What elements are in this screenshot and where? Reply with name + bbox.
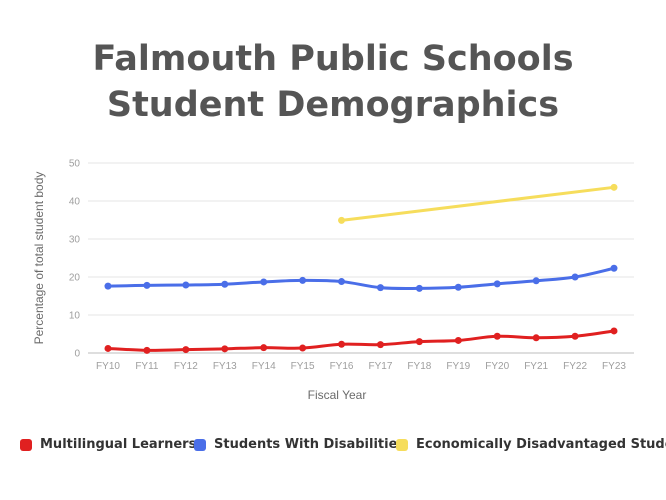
y-tick-label-50: 50: [69, 159, 81, 170]
data-point-economically-disadvantaged-students-fy16: [338, 216, 346, 224]
y-tick-label-10: 10: [69, 311, 81, 322]
data-point-students-with-disabilities-fy16: [338, 278, 346, 286]
legend-item-multilingual-learners: Multilingual Learners: [20, 437, 196, 452]
y-axis-ticks: 0 10 20 30 40 50: [69, 159, 81, 360]
data-point-students-with-disabilities-fy18: [415, 284, 423, 292]
data-point-multilingual-learners-fy19: [454, 336, 462, 344]
series-layer: [104, 183, 618, 354]
data-point-multilingual-learners-fy20: [493, 332, 501, 340]
x-tick-label-fy20: FY20: [485, 361, 509, 372]
x-tick-label-fy18: FY18: [407, 361, 431, 372]
legend-swatch-students-with-disabilities: [194, 438, 206, 451]
series-multilingual-learners: [104, 327, 618, 354]
data-point-multilingual-learners-fy12: [182, 346, 190, 354]
data-point-students-with-disabilities-fy21: [532, 277, 540, 285]
legend-label-economically-disadvantaged-students: Economically Disadvantaged Students: [416, 437, 666, 452]
x-tick-label-fy11: FY11: [135, 361, 159, 372]
chart-title: Falmouth Public Schools Student Demograp…: [0, 36, 666, 128]
data-point-students-with-disabilities-fy12: [182, 281, 190, 289]
line-chart: 0 10 20 30 40 50 FY10 FY11 FY12 FY13 FY14 FY15 FY16…: [32, 159, 634, 402]
x-tick-label-fy16: FY16: [330, 361, 354, 372]
data-point-students-with-disabilities-fy19: [454, 283, 462, 291]
gridlines: [88, 162, 634, 354]
x-tick-label-fy15: FY15: [291, 361, 315, 372]
data-point-multilingual-learners-fy17: [376, 341, 384, 349]
legend-label-multilingual-learners: Multilingual Learners: [40, 437, 197, 452]
x-tick-label-fy22: FY22: [563, 361, 587, 372]
x-tick-label-fy19: FY19: [446, 361, 470, 372]
data-point-students-with-disabilities-fy13: [221, 280, 229, 288]
y-tick-label-40: 40: [69, 197, 81, 208]
series-students-with-disabilities: [104, 264, 618, 292]
data-point-students-with-disabilities-fy22: [571, 273, 579, 281]
series-economically-disadvantaged-students: [338, 183, 618, 224]
x-axis-ticks: FY10 FY11 FY12 FY13 FY14 FY15 FY16 FY17 FY18 FY19…: [96, 361, 626, 372]
data-point-multilingual-learners-fy18: [415, 338, 423, 346]
data-point-multilingual-learners-fy10: [104, 344, 112, 352]
chart-title-line-2: Student Demographics: [106, 85, 560, 125]
x-tick-label-fy21: FY21: [524, 361, 548, 372]
y-tick-label-0: 0: [74, 349, 80, 360]
data-point-students-with-disabilities-fy10: [104, 282, 112, 290]
data-point-multilingual-learners-fy15: [299, 344, 307, 352]
data-point-students-with-disabilities-fy11: [143, 281, 151, 289]
x-axis-title: Fiscal Year: [308, 388, 367, 402]
legend-swatch-multilingual-learners: [20, 438, 32, 451]
x-tick-label-fy17: FY17: [369, 361, 393, 372]
data-point-multilingual-learners-fy23: [610, 327, 618, 335]
data-point-students-with-disabilities-fy23: [610, 264, 618, 272]
legend-label-students-with-disabilities: Students With Disabilities: [214, 437, 406, 452]
y-tick-label-30: 30: [69, 235, 81, 246]
x-tick-label-fy10: FY10: [96, 361, 120, 372]
data-point-multilingual-learners-fy14: [260, 344, 268, 352]
x-tick-label-fy23: FY23: [602, 361, 626, 372]
data-point-multilingual-learners-fy16: [338, 340, 346, 348]
data-point-students-with-disabilities-fy14: [260, 278, 268, 286]
y-axis-title: Percentage of total student body: [32, 172, 46, 345]
x-tick-label-fy12: FY12: [174, 361, 198, 372]
y-tick-label-20: 20: [69, 273, 81, 284]
chart-legend: Multilingual Learners Students With Disa…: [0, 437, 666, 457]
legend-item-economically-disadvantaged-students: Economically Disadvantaged Students: [396, 437, 666, 452]
data-point-students-with-disabilities-fy17: [376, 284, 384, 292]
x-tick-label-fy13: FY13: [213, 361, 237, 372]
series-line-economically-disadvantaged-students: [340, 185, 616, 222]
data-point-multilingual-learners-fy22: [571, 332, 579, 340]
legend-swatch-economically-disadvantaged-students: [396, 438, 408, 451]
data-point-multilingual-learners-fy11: [143, 346, 151, 354]
chart-title-line-1: Falmouth Public Schools: [92, 39, 574, 79]
x-tick-label-fy14: FY14: [252, 361, 276, 372]
data-point-multilingual-learners-fy21: [532, 334, 540, 342]
data-point-students-with-disabilities-fy15: [299, 276, 307, 284]
data-point-economically-disadvantaged-students-fy23: [610, 183, 618, 191]
legend-item-students-with-disabilities: Students With Disabilities: [194, 437, 405, 452]
data-point-students-with-disabilities-fy20: [493, 280, 501, 288]
data-point-multilingual-learners-fy13: [221, 345, 229, 353]
